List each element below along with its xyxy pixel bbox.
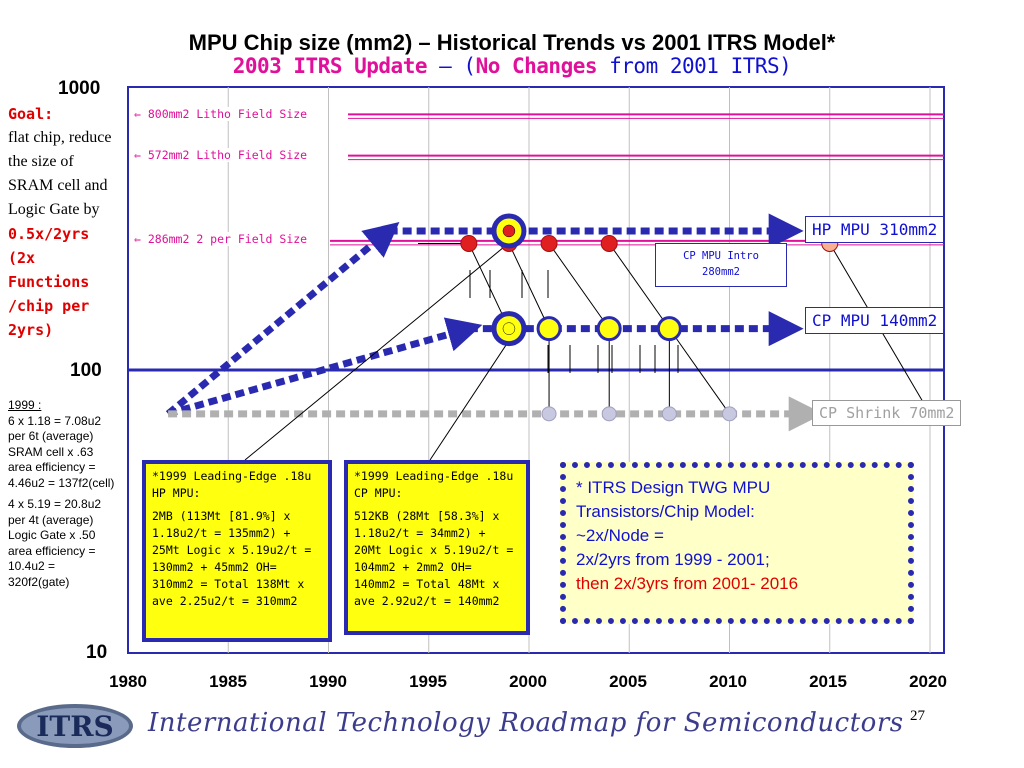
connector-7 <box>668 328 731 416</box>
ref-label-572: ⇐ 572mm2 Litho Field Size <box>132 148 310 162</box>
point-hp-2004 <box>600 234 618 252</box>
ref-label-572-text: 572mm2 Litho Field Size <box>147 148 308 162</box>
sram-logic-note: 1999 : 6 x 1.18 = 7.08u2 per 6t (average… <box>8 398 116 590</box>
point-hp-1997 <box>460 234 478 252</box>
x-tick-1995: 1995 <box>409 672 447 691</box>
cp-note-title: *1999 Leading-Edge .18u CP MPU: <box>354 469 514 500</box>
x-tick-1980: 1980 <box>109 672 147 691</box>
subtitle-nochange: No Changes <box>475 54 598 78</box>
y-tick-1000: 1000 <box>58 78 101 99</box>
connector-3 <box>608 243 671 331</box>
cp-intro-label: CP MPU Intro 280mm2 <box>655 243 787 287</box>
hp-note-title: *1999 Leading-Edge .18u HP MPU: <box>152 469 312 500</box>
point-cp-2001 <box>536 316 562 342</box>
model-line2: Transistors/Chip Model: <box>576 502 755 521</box>
cp-mpu-label: CP MPU 140mm2 <box>805 307 945 334</box>
cp-intro-line1: CP MPU Intro <box>683 250 759 262</box>
x-tick-2010: 2010 <box>709 672 747 691</box>
x-tick-1990: 1990 <box>309 672 347 691</box>
ref-label-286-text: 286mm2 2 per Field Size <box>147 232 308 246</box>
sram-calc: 6 x 1.18 = 7.08u2 per 6t (average) SRAM … <box>8 413 115 490</box>
subtitle-rest: from 2001 ITRS) <box>597 54 792 78</box>
connector-1 <box>508 243 551 331</box>
point-cp-2010 <box>722 406 737 422</box>
trend-arrow-1 <box>167 317 483 418</box>
model-line5: then 2x/3yrs from 2001- 2016 <box>576 574 799 593</box>
page-number: 27 <box>910 708 925 724</box>
trend-arrows <box>165 213 824 432</box>
subtitle: 2003 ITRS Update – (No Changes from 2001… <box>0 54 1024 78</box>
itrs-model-note: * ITRS Design TWG MPU Transistors/Chip M… <box>560 462 914 624</box>
x-tick-2000: 2000 <box>509 672 547 691</box>
hp-note-body: 2MB (113Mt [81.9%] x 1.18u2/t = 135mm2) … <box>152 509 312 608</box>
point-cp-2004 <box>601 406 617 422</box>
point-cp-2007 <box>656 316 682 342</box>
ref-label-800-text: 800mm2 Litho Field Size <box>147 107 308 121</box>
cp-note-body: 512KB (28Mt [58.3%] x 1.18u2/t = 34mm2) … <box>354 509 514 608</box>
page-title: MPU Chip size (mm2) – Historical Trends … <box>188 30 836 55</box>
cp-mpu-note: *1999 Leading-Edge .18u CP MPU: 512KB (2… <box>344 460 530 635</box>
x-tick-2015: 2015 <box>809 672 847 691</box>
point-hp-2001 <box>540 234 558 252</box>
x-tick-1985: 1985 <box>209 672 247 691</box>
y-tick-10: 10 <box>86 642 108 663</box>
point-cp-2007 <box>661 406 677 422</box>
sram-year: 1999 : <box>8 398 42 412</box>
point-cp-2004 <box>596 316 622 342</box>
ref-label-800: ⇐ 800mm2 Litho Field Size <box>132 107 310 121</box>
hp-mpu-note: *1999 Leading-Edge .18u HP MPU: 2MB (113… <box>142 460 332 642</box>
cp-intro-line2: 280mm2 <box>702 266 740 278</box>
logic-calc: 4 x 5.19 = 20.8u2 per 4t (average) Logic… <box>8 497 102 589</box>
highlight-core-1 <box>502 322 516 335</box>
goal-rate: 0.5x/2yrs (2x Functions /chip per 2yrs) <box>8 225 90 339</box>
y-tick-100: 100 <box>70 360 102 381</box>
model-line3: ~2x/Node = <box>576 526 664 545</box>
subtitle-sep: – ( <box>426 54 476 78</box>
goal-body: flat chip, reduce the size of SRAM cell … <box>8 129 112 218</box>
highlight-core-0 <box>502 224 516 238</box>
trend-arrow-0 <box>165 222 400 417</box>
connector-2 <box>548 243 611 331</box>
x-tick-2005: 2005 <box>609 672 647 691</box>
hp-mpu-label: HP MPU 310mm2 <box>805 216 945 243</box>
model-line1: * ITRS Design TWG MPU <box>576 478 771 497</box>
goal-note: Goal: flat chip, reduce the size of SRAM… <box>8 102 120 342</box>
leader-hp-note <box>244 242 510 461</box>
footer-title: International Technology Roadmap for Sem… <box>148 708 904 738</box>
itrs-logo-icon: ITRS <box>17 704 133 748</box>
point-cp-2001 <box>541 406 557 422</box>
goal-heading: Goal: <box>8 105 54 123</box>
ref-label-286: ⇐ 286mm2 2 per Field Size <box>132 232 310 246</box>
model-line4: 2x/2yrs from 1999 - 2001; <box>576 550 770 569</box>
itrs-logo-text: ITRS <box>36 710 113 743</box>
connector-lines <box>244 242 932 461</box>
cp-shrink-label: CP Shrink 70mm2 <box>812 400 962 426</box>
x-tick-2020: 2020 <box>909 672 947 691</box>
subtitle-update: 2003 ITRS Update <box>232 54 428 78</box>
leader-cp-note <box>429 340 510 461</box>
